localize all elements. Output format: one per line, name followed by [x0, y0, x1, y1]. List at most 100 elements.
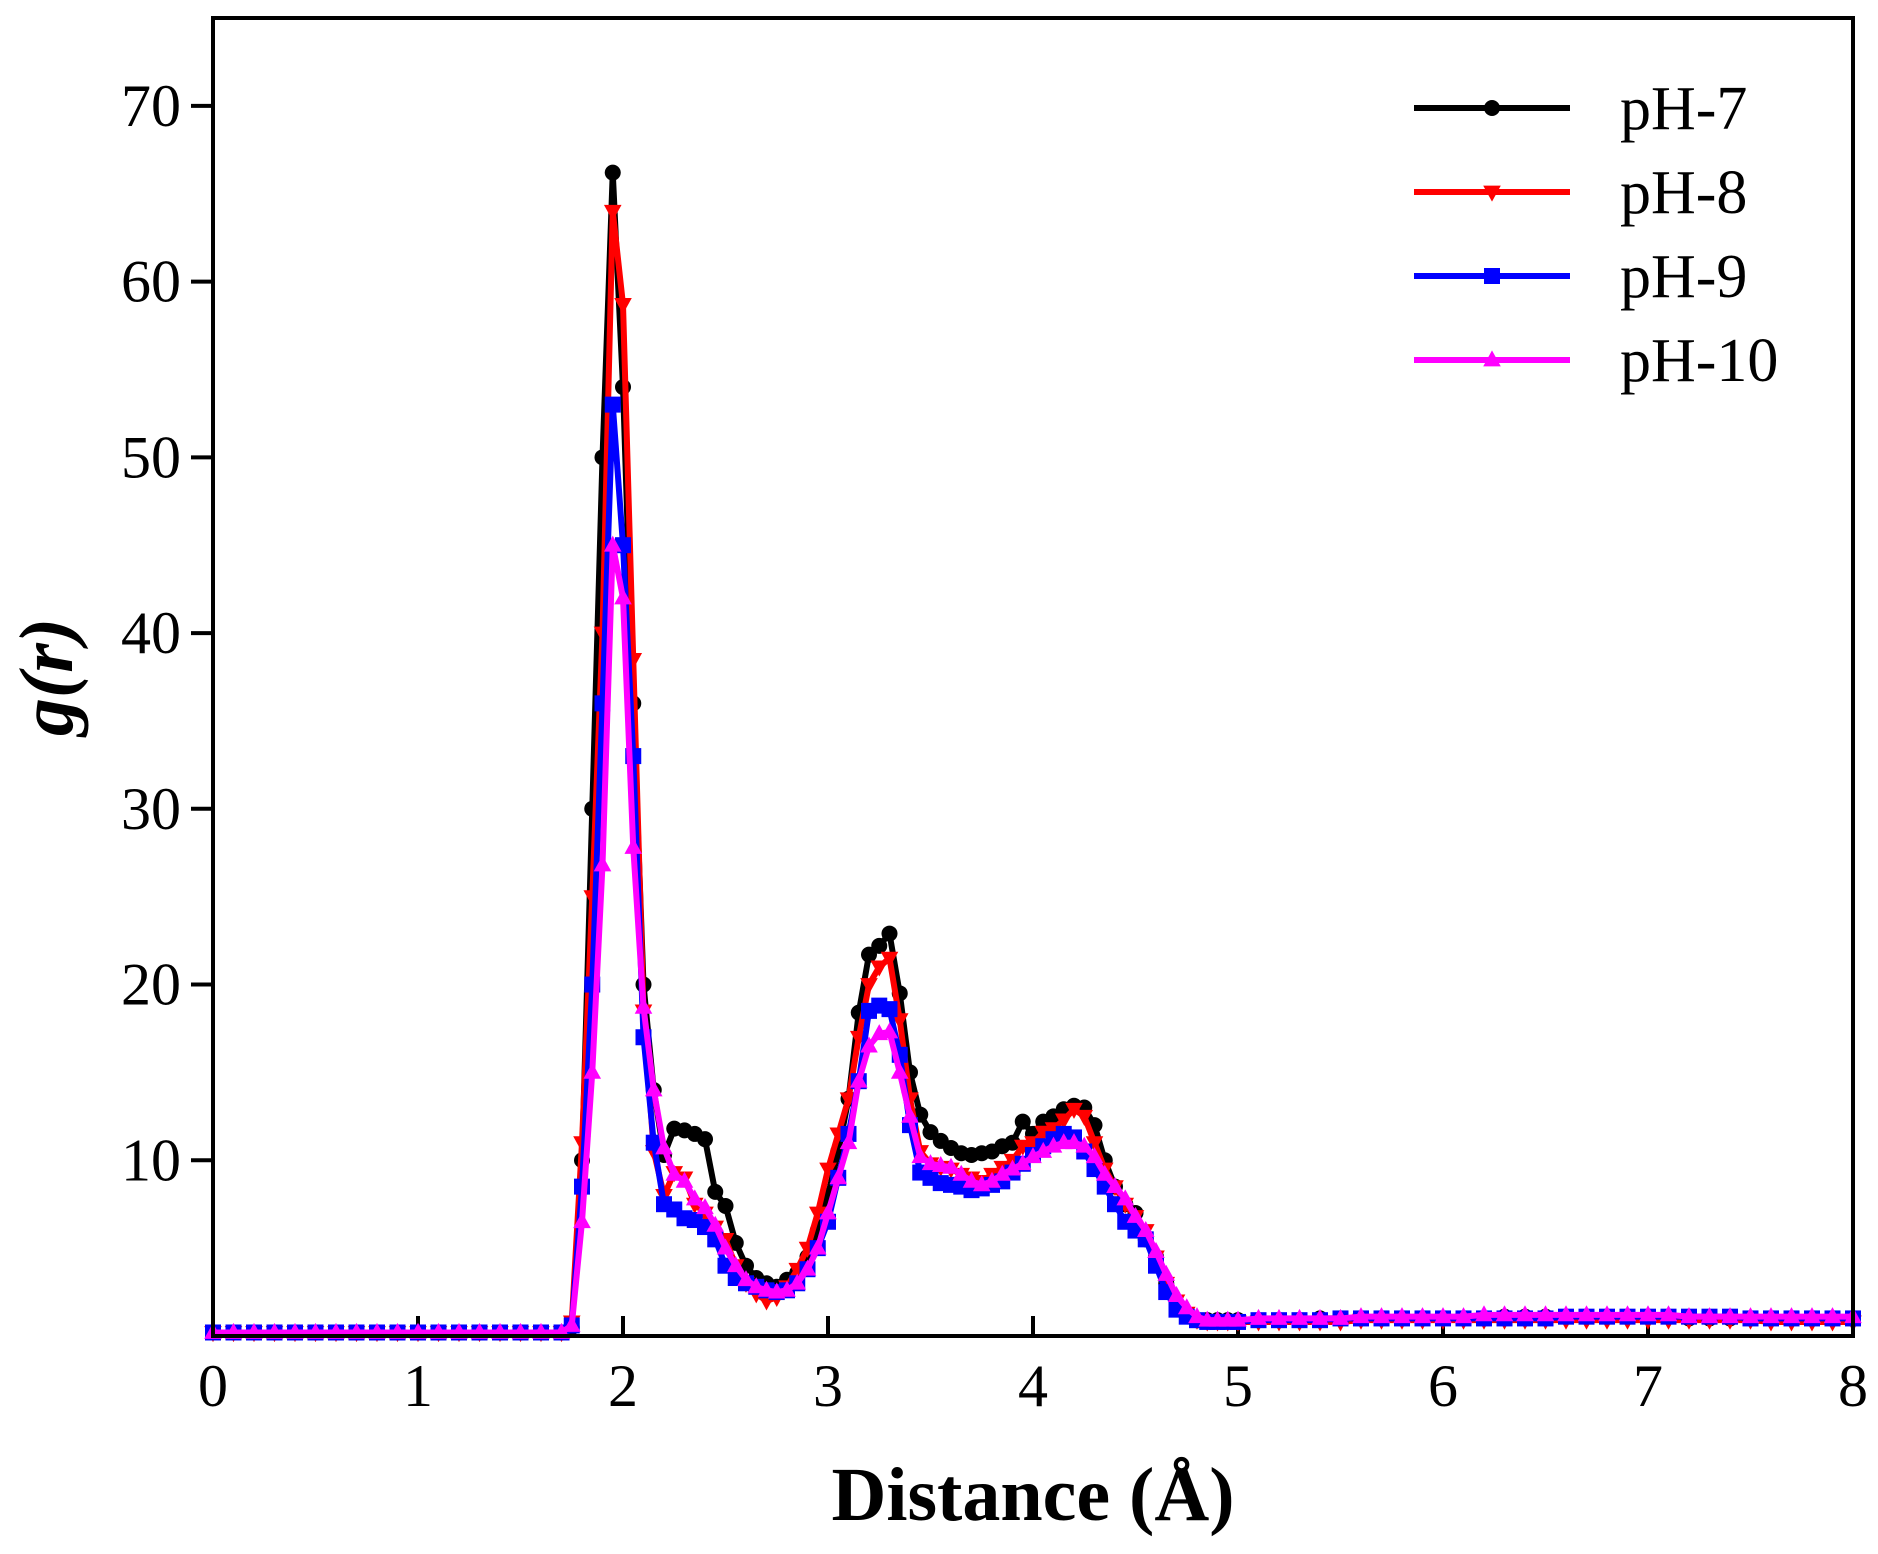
marker [1014, 1113, 1031, 1130]
marker [593, 855, 612, 872]
marker [871, 937, 888, 954]
marker [890, 1062, 909, 1079]
marker [696, 1198, 714, 1215]
y-tick-label: 60 [121, 249, 181, 315]
marker [1249, 1308, 1268, 1325]
marker [993, 1164, 1012, 1181]
marker [849, 1071, 868, 1088]
marker [562, 1315, 581, 1332]
marker [1741, 1307, 1760, 1324]
marker [798, 1259, 817, 1276]
legend-label: pH-8 [1620, 159, 1747, 227]
marker [655, 1138, 673, 1155]
marker [603, 204, 622, 221]
marker [1598, 1305, 1616, 1322]
series [204, 204, 1862, 1343]
data-line [213, 208, 1853, 1336]
marker [583, 1062, 602, 1079]
marker [1177, 1298, 1196, 1315]
marker [921, 1154, 940, 1171]
marker [1136, 1220, 1155, 1237]
marker [1311, 1308, 1329, 1325]
marker [1495, 1305, 1514, 1322]
marker [1126, 1206, 1145, 1223]
marker [911, 1147, 930, 1164]
marker [1054, 1113, 1073, 1130]
x-tick-label: 0 [198, 1353, 228, 1419]
plot-frame [211, 16, 1855, 1338]
marker [962, 1171, 981, 1188]
x-tick-label: 3 [813, 1353, 843, 1419]
marker [839, 1133, 858, 1150]
marker [685, 1189, 704, 1206]
marker [860, 1036, 878, 1053]
marker [1065, 1133, 1083, 1150]
marker [645, 1134, 662, 1151]
marker [1085, 1147, 1104, 1164]
marker [788, 1273, 807, 1290]
marker [603, 535, 622, 552]
marker [1639, 1305, 1657, 1322]
legend-label: pH-10 [1620, 327, 1778, 395]
marker [1107, 1196, 1123, 1213]
x-tick-label: 6 [1428, 1353, 1458, 1419]
marker [604, 164, 621, 181]
y-axis-title: g(r) [5, 618, 89, 738]
marker [1085, 1136, 1104, 1153]
marker [1372, 1307, 1391, 1324]
marker [1065, 1102, 1083, 1119]
legend-label: pH-9 [1620, 243, 1747, 311]
x-tick-label: 5 [1223, 1353, 1253, 1419]
marker [1229, 1310, 1247, 1327]
data-line [213, 401, 1853, 1336]
legend-label: pH-7 [1620, 75, 1747, 143]
marker [881, 925, 898, 942]
x-tick-label: 8 [1838, 1353, 1868, 1419]
marker [747, 1277, 766, 1294]
x-tick-label: 1 [403, 1353, 433, 1419]
marker [1483, 350, 1501, 367]
marker [706, 1215, 725, 1232]
marker [726, 1256, 745, 1273]
marker [1659, 1305, 1678, 1322]
marker [634, 997, 653, 1014]
x-tick-label: 4 [1018, 1353, 1048, 1419]
marker [1331, 1308, 1350, 1325]
marker [1762, 1307, 1780, 1324]
marker [604, 396, 621, 413]
marker [1782, 1307, 1801, 1324]
marker [1577, 1305, 1596, 1322]
marker [1167, 1285, 1186, 1302]
x-tick-label: 2 [608, 1353, 638, 1419]
marker [727, 1234, 744, 1251]
marker [931, 1155, 950, 1172]
marker [1034, 1141, 1053, 1158]
marker [808, 1238, 827, 1255]
marker [1116, 1189, 1135, 1206]
marker [983, 1171, 1001, 1188]
marker [942, 1157, 960, 1174]
marker [1484, 100, 1500, 116]
marker [717, 1197, 734, 1214]
marker [1004, 1134, 1021, 1151]
marker [1823, 1307, 1842, 1324]
marker [1721, 1307, 1739, 1324]
marker [1003, 1159, 1022, 1176]
y-tick-label: 70 [121, 73, 181, 139]
marker [1013, 1154, 1032, 1171]
marker [1700, 1307, 1719, 1324]
y-tick-label: 50 [121, 424, 181, 490]
marker [1618, 1305, 1637, 1322]
marker [1483, 185, 1501, 202]
marker [1157, 1264, 1176, 1281]
marker [1516, 1305, 1534, 1322]
marker [1095, 1164, 1114, 1181]
marker [881, 1001, 898, 1018]
legend-item: pH-9 [1414, 243, 1747, 311]
marker [1106, 1177, 1124, 1194]
marker [1393, 1307, 1411, 1324]
marker [1270, 1308, 1288, 1325]
x-axis-title: Distance (Å) [831, 1453, 1234, 1537]
marker [1013, 1139, 1032, 1156]
marker [1680, 1307, 1698, 1324]
